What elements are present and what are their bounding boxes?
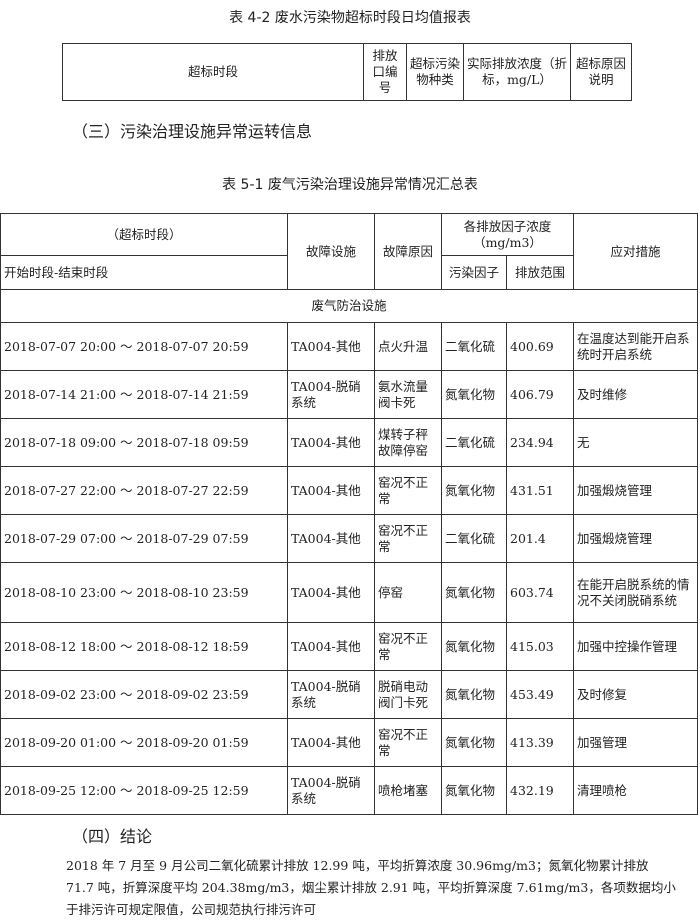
table-row: 2018-07-14 21:00 ～ 2018-07-14 21:59 TA004… bbox=[0, 370, 698, 419]
cell-value: 453.49 bbox=[506, 670, 574, 719]
cell-measure: 加强煅烧管理 bbox=[573, 466, 698, 515]
cell-reason: 煤转子秤故障停窑 bbox=[374, 418, 442, 467]
cell-reason: 窑况不正常 bbox=[374, 622, 442, 671]
cell-reason: 停窑 bbox=[374, 562, 442, 623]
table-row: 2018-07-18 09:00 ～ 2018-07-18 09:59 TA004… bbox=[0, 418, 698, 467]
cell-period: 2018-09-02 23:00 ～ 2018-09-02 23:59 bbox=[0, 670, 288, 719]
cell-factor: 氮氧化物 bbox=[441, 622, 507, 671]
header-facility: 故障设施 bbox=[287, 213, 375, 290]
header-concentration: 各排放因子浓度（mg/m3） bbox=[441, 213, 574, 256]
header-concentration: 实际排放浓度（折标，mg/L） bbox=[463, 43, 571, 101]
header-period-sub: 开始时段-结束时段 bbox=[0, 255, 288, 290]
conclusion-text: 2018 年 7 月至 9 月公司二氧化硫累计排放 12.99 吨，平均折算浓度… bbox=[66, 858, 676, 917]
cell-period: 2018-09-25 12:00 ～ 2018-09-25 12:59 bbox=[0, 766, 288, 815]
table-4-2-caption: 表 4-2 废水污染物超标时段日均值报表 bbox=[229, 10, 471, 26]
cell-factor: 氮氧化物 bbox=[441, 670, 507, 719]
cell-facility: TA004-脱硝系统 bbox=[287, 370, 375, 419]
cell-facility: TA004-其他 bbox=[287, 622, 375, 671]
cell-period: 2018-08-12 18:00 ～ 2018-08-12 18:59 bbox=[0, 622, 288, 671]
cell-measure: 加强中控操作管理 bbox=[573, 622, 698, 671]
cell-facility: TA004-其他 bbox=[287, 322, 375, 371]
cell-factor: 氮氧化物 bbox=[441, 466, 507, 515]
table-row: 2018-09-25 12:00 ～ 2018-09-25 12:59 TA004… bbox=[0, 766, 698, 815]
cell-value: 431.51 bbox=[506, 466, 574, 515]
cell-factor: 氮氧化物 bbox=[441, 718, 507, 767]
cell-measure: 无 bbox=[573, 418, 698, 467]
cell-measure: 加强煅烧管理 bbox=[573, 514, 698, 563]
cell-reason: 窑况不正常 bbox=[374, 514, 442, 563]
cell-facility: TA004-其他 bbox=[287, 418, 375, 467]
cell-reason: 脱硝电动阀门卡死 bbox=[374, 670, 442, 719]
header-period: （超标时段） bbox=[0, 213, 288, 256]
cell-period: 2018-08-10 23:00 ～ 2018-08-10 23:59 bbox=[0, 562, 288, 623]
cell-measure: 及时修复 bbox=[573, 670, 698, 719]
table-4-2: 超标时段 排放口编号 超标污染物种类 实际排放浓度（折标，mg/L） 超标原因说… bbox=[62, 43, 632, 101]
table-row: 2018-09-20 01:00 ～ 2018-09-20 01:59 TA004… bbox=[0, 718, 698, 767]
cell-factor: 二氧化硫 bbox=[441, 418, 507, 467]
cell-factor: 二氧化硫 bbox=[441, 322, 507, 371]
cell-measure: 清理喷枪 bbox=[573, 766, 698, 815]
section-3-heading: （三）污染治理设施异常运转信息 bbox=[72, 122, 313, 141]
table-5-1: （超标时段） 故障设施 故障原因 各排放因子浓度（mg/m3） 应对措施 开始时… bbox=[0, 213, 698, 815]
cell-measure: 及时维修 bbox=[573, 370, 698, 419]
cell-facility: TA004-其他 bbox=[287, 514, 375, 563]
cell-period: 2018-09-20 01:00 ～ 2018-09-20 01:59 bbox=[0, 718, 288, 767]
header-outlet: 排放口编号 bbox=[363, 43, 407, 101]
cell-value: 413.39 bbox=[506, 718, 574, 767]
cell-factor: 氮氧化物 bbox=[441, 766, 507, 815]
header-factor: 污染因子 bbox=[441, 255, 507, 290]
cell-facility: TA004-其他 bbox=[287, 562, 375, 623]
cell-facility: TA004-其他 bbox=[287, 466, 375, 515]
cell-value: 201.4 bbox=[506, 514, 574, 563]
table-row: 2018-07-29 07:00 ～ 2018-07-29 07:59 TA004… bbox=[0, 514, 698, 563]
table-row: 2018-08-10 23:00 ～ 2018-08-10 23:59 TA004… bbox=[0, 562, 698, 623]
header-measure: 应对措施 bbox=[573, 213, 698, 290]
table-row: 2018-07-07 20:00 ～ 2018-07-07 20:59 TA004… bbox=[0, 322, 698, 371]
header-period: 超标时段 bbox=[62, 43, 364, 101]
table-5-1-caption: 表 5-1 废气污染治理设施异常情况汇总表 bbox=[222, 177, 478, 193]
cell-reason: 喷枪堵塞 bbox=[374, 766, 442, 815]
cell-facility: TA004-脱硝系统 bbox=[287, 670, 375, 719]
cell-value: 234.94 bbox=[506, 418, 574, 467]
cell-value: 406.79 bbox=[506, 370, 574, 419]
group-row: 废气防治设施 bbox=[0, 289, 698, 323]
cell-value: 400.69 bbox=[506, 322, 574, 371]
cell-reason: 窑况不正常 bbox=[374, 466, 442, 515]
cell-reason: 窑况不正常 bbox=[374, 718, 442, 767]
cell-factor: 氮氧化物 bbox=[441, 370, 507, 419]
cell-period: 2018-07-14 21:00 ～ 2018-07-14 21:59 bbox=[0, 370, 288, 419]
table-row: 2018-08-12 18:00 ～ 2018-08-12 18:59 TA004… bbox=[0, 622, 698, 671]
table-row: 2018-07-27 22:00 ～ 2018-07-27 22:59 TA004… bbox=[0, 466, 698, 515]
header-reason: 超标原因说明 bbox=[570, 43, 632, 101]
cell-reason: 点火升温 bbox=[374, 322, 442, 371]
cell-value: 603.74 bbox=[506, 562, 574, 623]
cell-measure: 加强管理 bbox=[573, 718, 698, 767]
cell-value: 432.19 bbox=[506, 766, 574, 815]
cell-facility: TA004-脱硝系统 bbox=[287, 766, 375, 815]
cell-period: 2018-07-27 22:00 ～ 2018-07-27 22:59 bbox=[0, 466, 288, 515]
table-row: 2018-09-02 23:00 ～ 2018-09-02 23:59 TA004… bbox=[0, 670, 698, 719]
header-range: 排放范围 bbox=[506, 255, 574, 290]
cell-value: 415.03 bbox=[506, 622, 574, 671]
cell-facility: TA004-其他 bbox=[287, 718, 375, 767]
cell-measure: 在温度达到能开启系统时开启系统 bbox=[573, 322, 698, 371]
cell-period: 2018-07-18 09:00 ～ 2018-07-18 09:59 bbox=[0, 418, 288, 467]
cell-reason: 氨水流量阀卡死 bbox=[374, 370, 442, 419]
cell-factor: 氮氧化物 bbox=[441, 562, 507, 623]
header-reason: 故障原因 bbox=[374, 213, 442, 290]
cell-period: 2018-07-29 07:00 ～ 2018-07-29 07:59 bbox=[0, 514, 288, 563]
header-pollutant: 超标污染物种类 bbox=[406, 43, 464, 101]
section-4-heading: （四）结论 bbox=[72, 827, 153, 846]
cell-factor: 二氧化硫 bbox=[441, 514, 507, 563]
cell-period: 2018-07-07 20:00 ～ 2018-07-07 20:59 bbox=[0, 322, 288, 371]
cell-measure: 在能开启脱系统的情况不关闭脱硝系统 bbox=[573, 562, 698, 623]
